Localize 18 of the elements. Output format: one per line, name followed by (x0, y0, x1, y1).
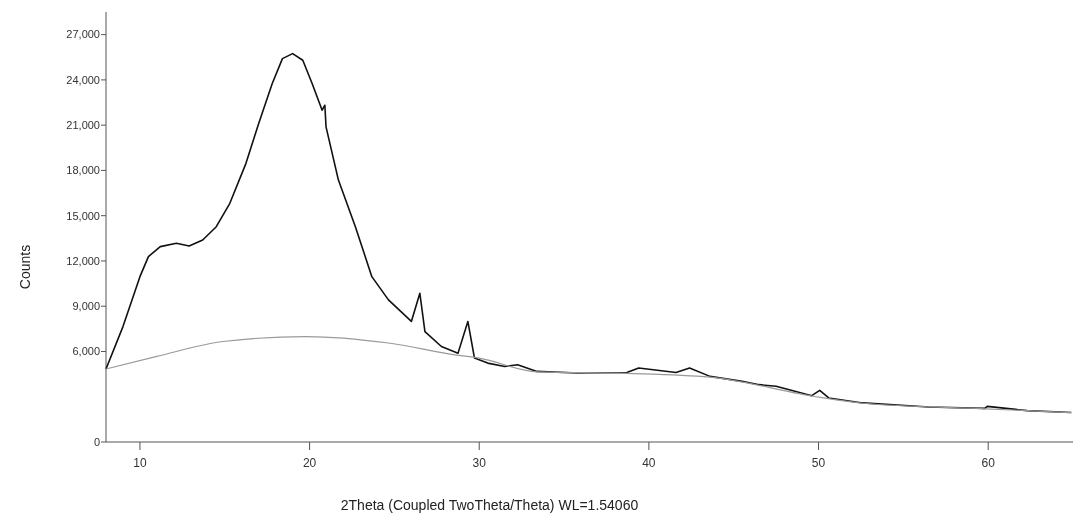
x-tick-label: 20 (302, 456, 317, 470)
x-tick-label: 10 (133, 456, 147, 470)
x-tick-label: 50 (811, 456, 826, 470)
x-axis-title: 2Theta (Coupled TwoTheta/Theta) WL=1.54060 (340, 497, 639, 513)
y-axis-title: Counts (17, 244, 33, 290)
y-tick-label: 21,000 (66, 119, 100, 132)
y-tick-label: 15,000 (66, 209, 100, 222)
line-series (105, 335, 1072, 414)
y-tick-label: 27,000 (66, 28, 100, 41)
y-tick-label: 24,000 (66, 73, 100, 86)
y-tick-label: 18,000 (66, 164, 100, 177)
y-tick-label: 12,000 (66, 254, 100, 267)
x-tick-label: 40 (642, 456, 656, 470)
x-tick-label: 30 (472, 456, 487, 470)
x-tick-label: 60 (981, 456, 996, 470)
y-tick-label: 6,000 (72, 345, 100, 358)
y-tick-label: 0 (93, 435, 100, 448)
y-tick-label: 9,000 (72, 300, 100, 313)
